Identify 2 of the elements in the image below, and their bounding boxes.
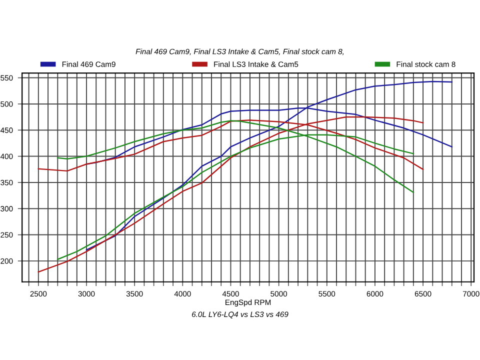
line-series bbox=[38, 116, 424, 273]
line-series bbox=[86, 80, 453, 251]
